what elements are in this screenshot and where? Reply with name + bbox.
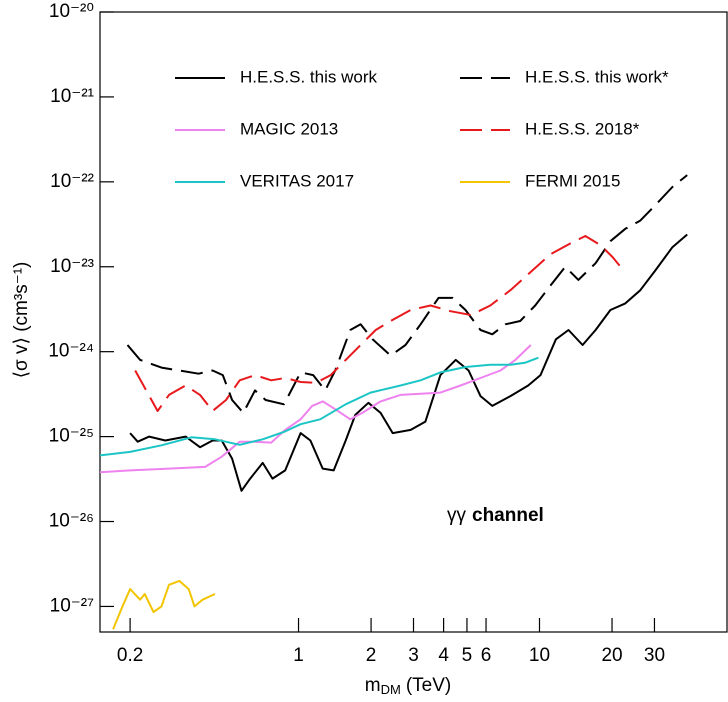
- y-tick-label: 10⁻²⁵: [49, 426, 94, 447]
- y-tick-label: 10⁻²⁷: [50, 595, 94, 616]
- series-line: [129, 233, 688, 492]
- legend-label: H.E.S.S. 2018*: [525, 119, 640, 138]
- x-tick-label: 10: [529, 645, 550, 666]
- legend-label: FERMI 2015: [525, 171, 620, 190]
- legend-label: H.E.S.S. this work*: [525, 67, 669, 86]
- series-line: [126, 174, 688, 414]
- series-line: [100, 356, 539, 457]
- y-tick-label: 10⁻²⁶: [49, 511, 94, 532]
- series-line: [112, 579, 216, 630]
- annotation-text: channel: [472, 505, 544, 526]
- x-tick-label: 3: [408, 645, 419, 666]
- x-label-subscript: DM: [381, 682, 401, 697]
- y-tick-label: 10⁻²³: [50, 256, 94, 277]
- y-tick-label: 10⁻²¹: [50, 86, 94, 107]
- legend-label: MAGIC 2013: [240, 119, 338, 138]
- x-tick-label: 1: [293, 645, 304, 666]
- x-label-symbol: m: [365, 675, 381, 696]
- y-tick-label: 10⁻²²: [50, 171, 94, 192]
- y-axis-label: ⟨σ v⟩ (cm³s⁻¹): [11, 262, 32, 379]
- x-axis-label: mDM (TeV): [365, 675, 451, 697]
- y-tick-label: 10⁻²⁰: [49, 1, 94, 22]
- x-tick-label: 6: [481, 645, 492, 666]
- annotation: γγ channel: [447, 505, 544, 526]
- annotation-particles: γγ: [447, 505, 467, 526]
- x-tick-label: 20: [601, 645, 622, 666]
- x-tick-label: 5: [462, 645, 473, 666]
- series-line: [100, 344, 532, 474]
- plot-lines: [100, 174, 688, 630]
- legend-label: VERITAS 2017: [240, 171, 354, 190]
- y-tick-label: 10⁻²⁴: [48, 341, 94, 362]
- plot-frame: [99, 11, 728, 633]
- x-tick-label: 30: [644, 645, 665, 666]
- series-line: [134, 235, 622, 412]
- x-label-unit: (TeV): [406, 675, 451, 696]
- x-tick-label: 4: [438, 645, 449, 666]
- x-tick-label: 2: [366, 645, 377, 666]
- legend-label: H.E.S.S. this work: [240, 67, 377, 86]
- x-tick-label: 0.2: [117, 645, 143, 666]
